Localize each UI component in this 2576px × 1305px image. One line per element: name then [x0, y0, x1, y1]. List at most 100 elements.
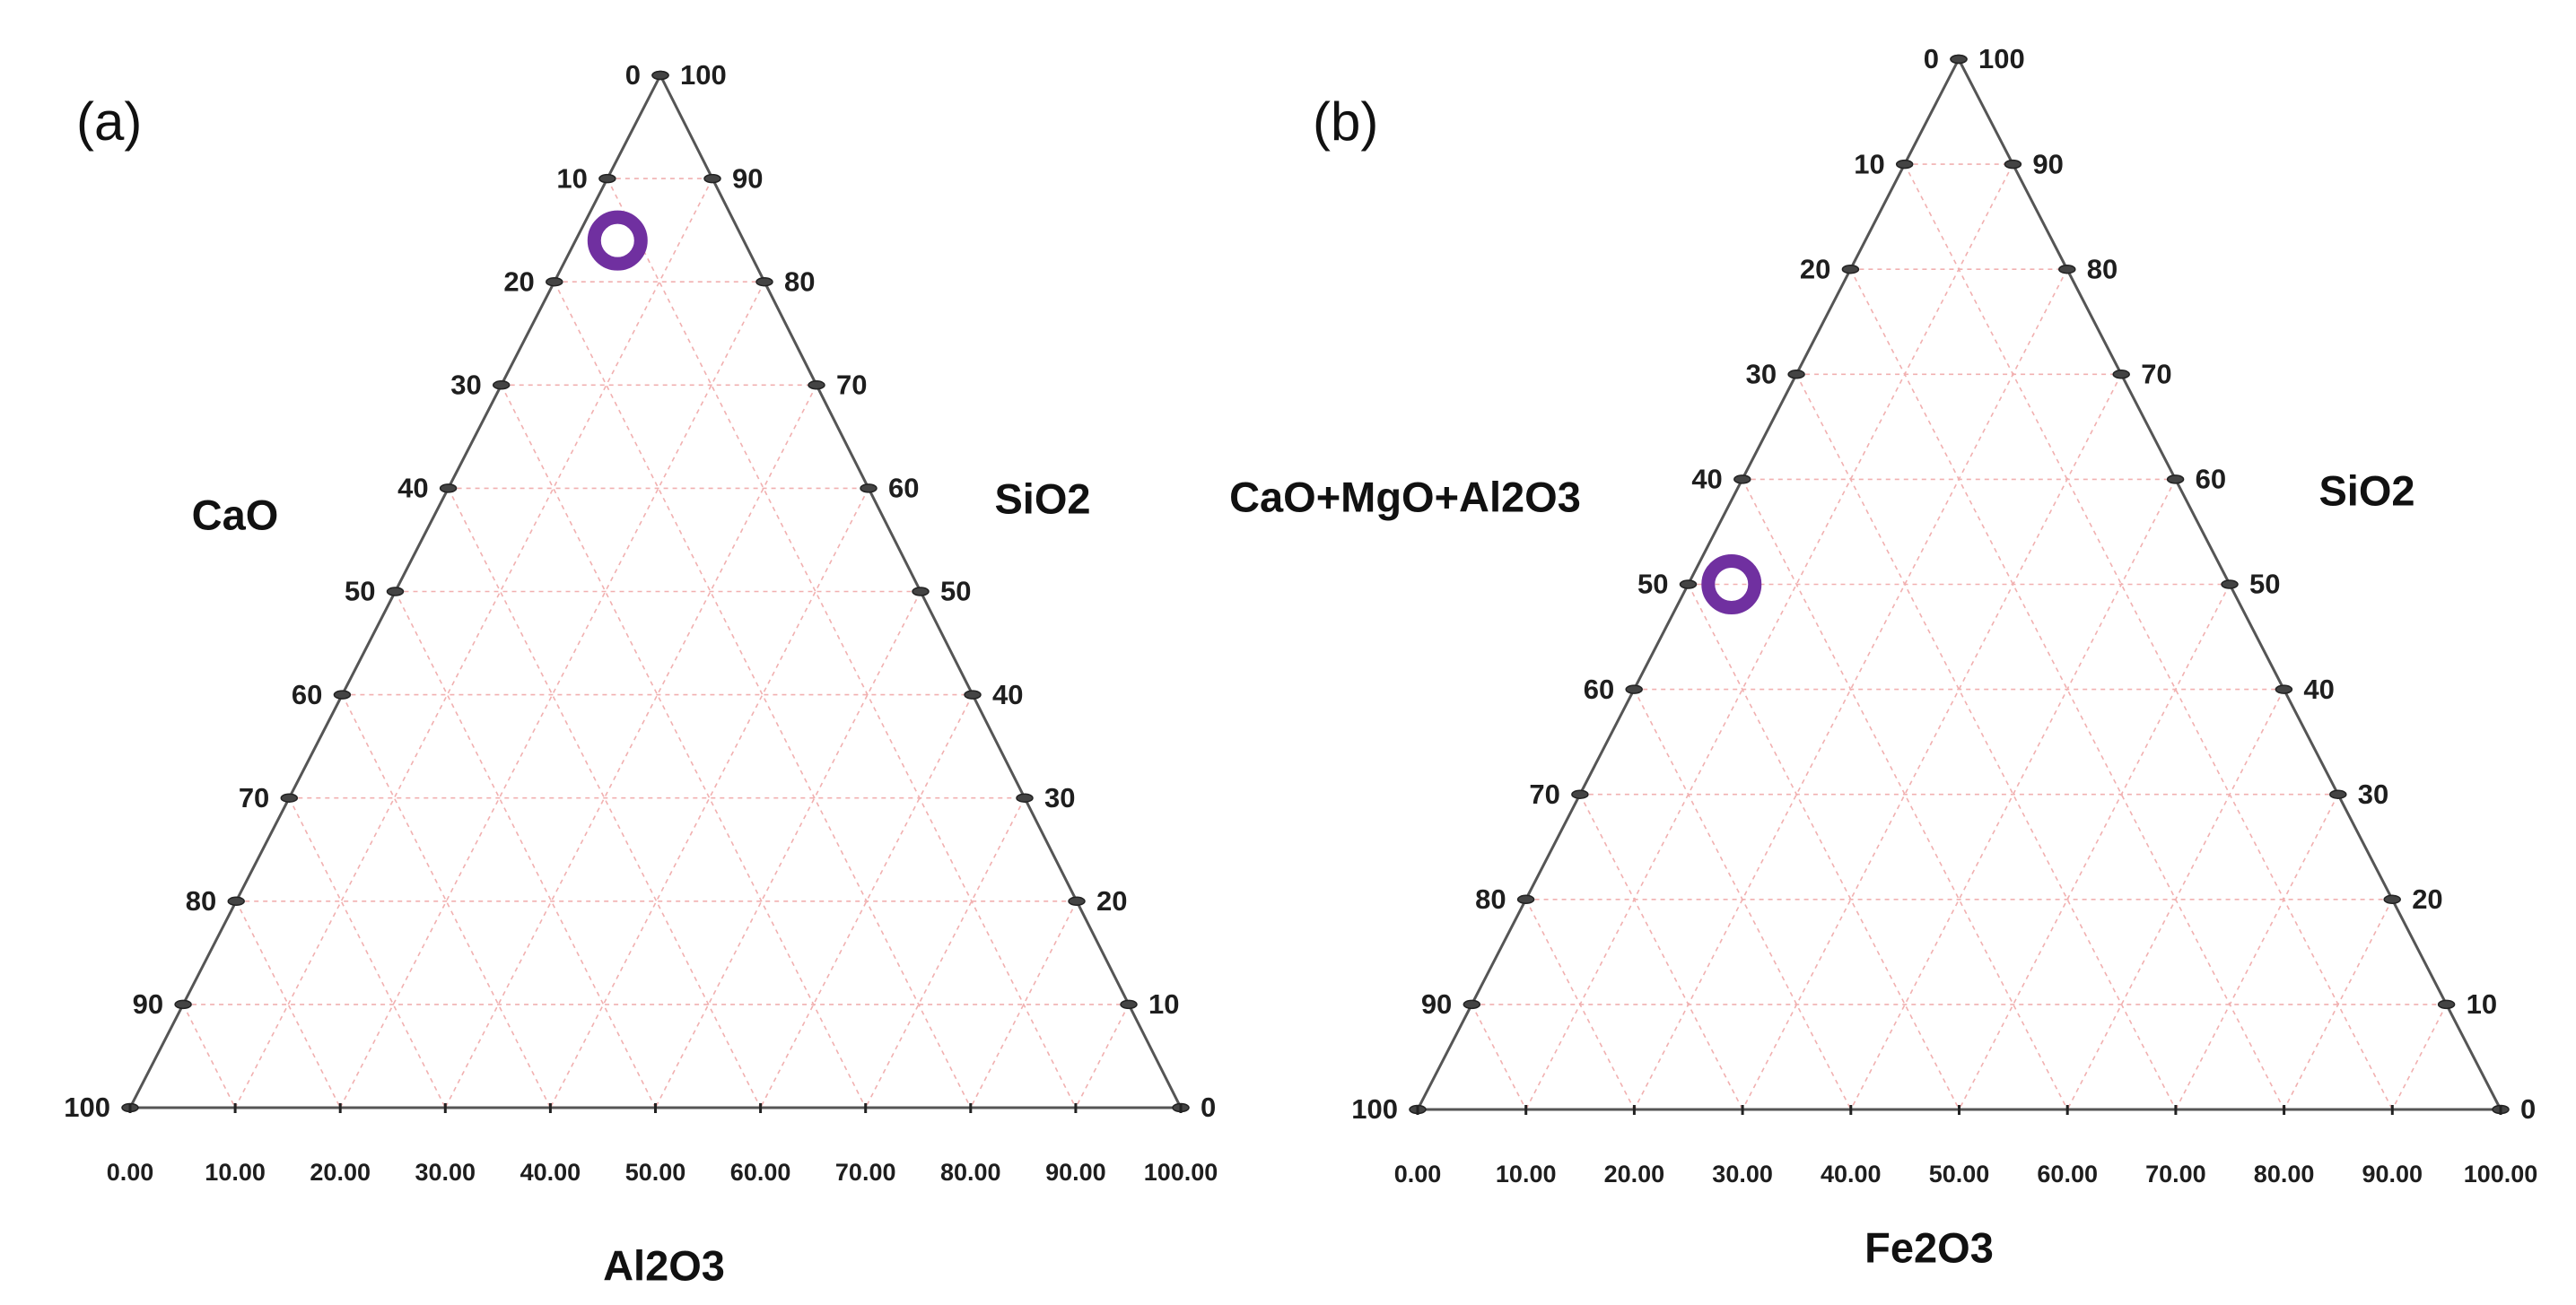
right-tick-label: 90: [732, 162, 763, 194]
right-tick-label: 20: [2412, 883, 2442, 915]
left-tick-label: 100: [1351, 1093, 1398, 1125]
gridline: [864, 797, 1026, 1109]
bottom-tick-label: 0.00: [1394, 1161, 1442, 1188]
bottom-tick-label: 100.00: [1144, 1159, 1218, 1186]
gridline: [759, 694, 974, 1109]
bottom-tick-label: 70.00: [835, 1159, 896, 1186]
right-tick-mark: [1068, 896, 1086, 907]
gridline: [447, 488, 762, 1109]
bottom-tick-label: 10.00: [205, 1159, 266, 1186]
gridline: [1687, 584, 1960, 1110]
left-tick-label: 90: [133, 988, 163, 1020]
left-tick-label: 0: [1924, 43, 1939, 74]
right-tick-label: 80: [784, 265, 815, 297]
left-tick-mark: [386, 587, 405, 596]
bottom-tick-label: 90.00: [1045, 1159, 1106, 1186]
left-tick-label: 30: [450, 369, 481, 400]
right-tick-label: 10: [1148, 988, 1179, 1020]
left-tick-label: 40: [397, 473, 428, 504]
grid-lines: [1471, 163, 2448, 1110]
left-tick-label: 30: [1746, 358, 1777, 389]
ternary-panel-a: (a)0102030405060708090100100908070605040…: [64, 59, 1218, 1289]
left-tick-label: 80: [186, 885, 216, 917]
left-axis-title: CaO: [192, 491, 279, 538]
right-tick-mark: [860, 483, 878, 493]
bottom-tick-label: 10.00: [1496, 1161, 1557, 1188]
right-tick-mark: [2221, 579, 2239, 589]
left-tick-mark: [280, 793, 299, 803]
right-tick-mark: [2166, 474, 2185, 484]
left-tick-label: 60: [1584, 674, 1614, 705]
gridline: [288, 797, 447, 1109]
bottom-tick-label: 50.00: [1929, 1161, 1990, 1188]
gridline: [1742, 373, 2122, 1110]
data-point-marker: [1701, 554, 1762, 614]
left-tick-label: 20: [1800, 253, 1830, 284]
gridline: [235, 900, 341, 1109]
left-tick-mark: [1463, 999, 1481, 1010]
left-tick-label: 50: [345, 576, 375, 607]
ternary-panel-b: (b)0102030405060708090100100908070605040…: [1229, 43, 2537, 1271]
left-tick-mark: [492, 380, 511, 390]
right-tick-label: 70: [2141, 358, 2171, 389]
data-point-marker: [587, 210, 648, 271]
right-tick-label: 80: [2087, 253, 2118, 284]
right-axis-title: SiO2: [994, 474, 1090, 522]
gridline: [234, 178, 713, 1109]
gridline: [1471, 1004, 1527, 1110]
right-tick-label: 30: [1044, 782, 1075, 813]
left-tick-mark: [1679, 579, 1698, 589]
right-tick-label: 20: [1096, 885, 1127, 917]
gridline: [1742, 479, 2068, 1110]
right-tick-label: 50: [2249, 569, 2280, 600]
right-tick-mark: [755, 276, 773, 287]
right-tick-label: 10: [2467, 988, 2497, 1020]
panel-label: (a): [76, 91, 142, 152]
bottom-tick-label: 30.00: [1712, 1161, 1773, 1188]
gridline: [970, 900, 1078, 1109]
gridline: [444, 384, 817, 1109]
left-tick-label: 10: [1854, 148, 1884, 179]
right-tick-mark: [703, 173, 721, 184]
bottom-tick-label: 60.00: [730, 1159, 791, 1186]
right-tick-label: 40: [2303, 674, 2334, 705]
gridline: [1795, 373, 2177, 1110]
right-tick-label: 30: [2358, 779, 2388, 810]
gridline: [1579, 794, 1743, 1110]
right-tick-label: 60: [2196, 464, 2226, 495]
right-tick-label: 60: [888, 473, 919, 504]
left-tick-label: 50: [1637, 569, 1668, 600]
bottom-tick-label: 100.00: [2464, 1161, 2538, 1188]
right-tick-label: 70: [836, 369, 867, 400]
right-tick-mark: [964, 690, 982, 700]
right-tick-mark: [2383, 894, 2401, 905]
left-tick-mark: [1625, 684, 1643, 694]
left-tick-mark: [546, 276, 563, 287]
bottom-tick-label: 40.00: [520, 1159, 581, 1186]
gridline: [607, 178, 1077, 1109]
gridline: [182, 1004, 236, 1109]
left-tick-label: 0: [625, 59, 641, 91]
left-tick-mark: [439, 483, 458, 493]
bottom-tick-label: 80.00: [2254, 1161, 2315, 1188]
left-axis-title: CaO+MgO+Al2O3: [1229, 473, 1581, 520]
gridline: [1903, 163, 2394, 1110]
left-tick-mark: [1516, 894, 1535, 905]
right-tick-label: 100: [680, 59, 727, 91]
bottom-tick-label: 50.00: [625, 1159, 686, 1186]
bottom-tick-label: 60.00: [2037, 1161, 2098, 1188]
left-tick-label: 100: [64, 1092, 110, 1123]
right-tick-mark: [808, 380, 825, 390]
gridline: [554, 281, 972, 1109]
bottom-tick-label: 0.00: [107, 1159, 154, 1186]
left-tick-label: 80: [1475, 883, 1506, 915]
bottom-tick-label: 90.00: [2362, 1161, 2423, 1188]
gridline: [2391, 1004, 2448, 1110]
gridline: [339, 281, 765, 1109]
gridline: [1524, 163, 2014, 1110]
left-tick-label: 60: [292, 679, 322, 710]
gridline: [500, 384, 867, 1109]
left-tick-label: 70: [239, 782, 269, 813]
left-tick-mark: [1787, 370, 1805, 379]
bottom-tick-label: 20.00: [310, 1159, 371, 1186]
